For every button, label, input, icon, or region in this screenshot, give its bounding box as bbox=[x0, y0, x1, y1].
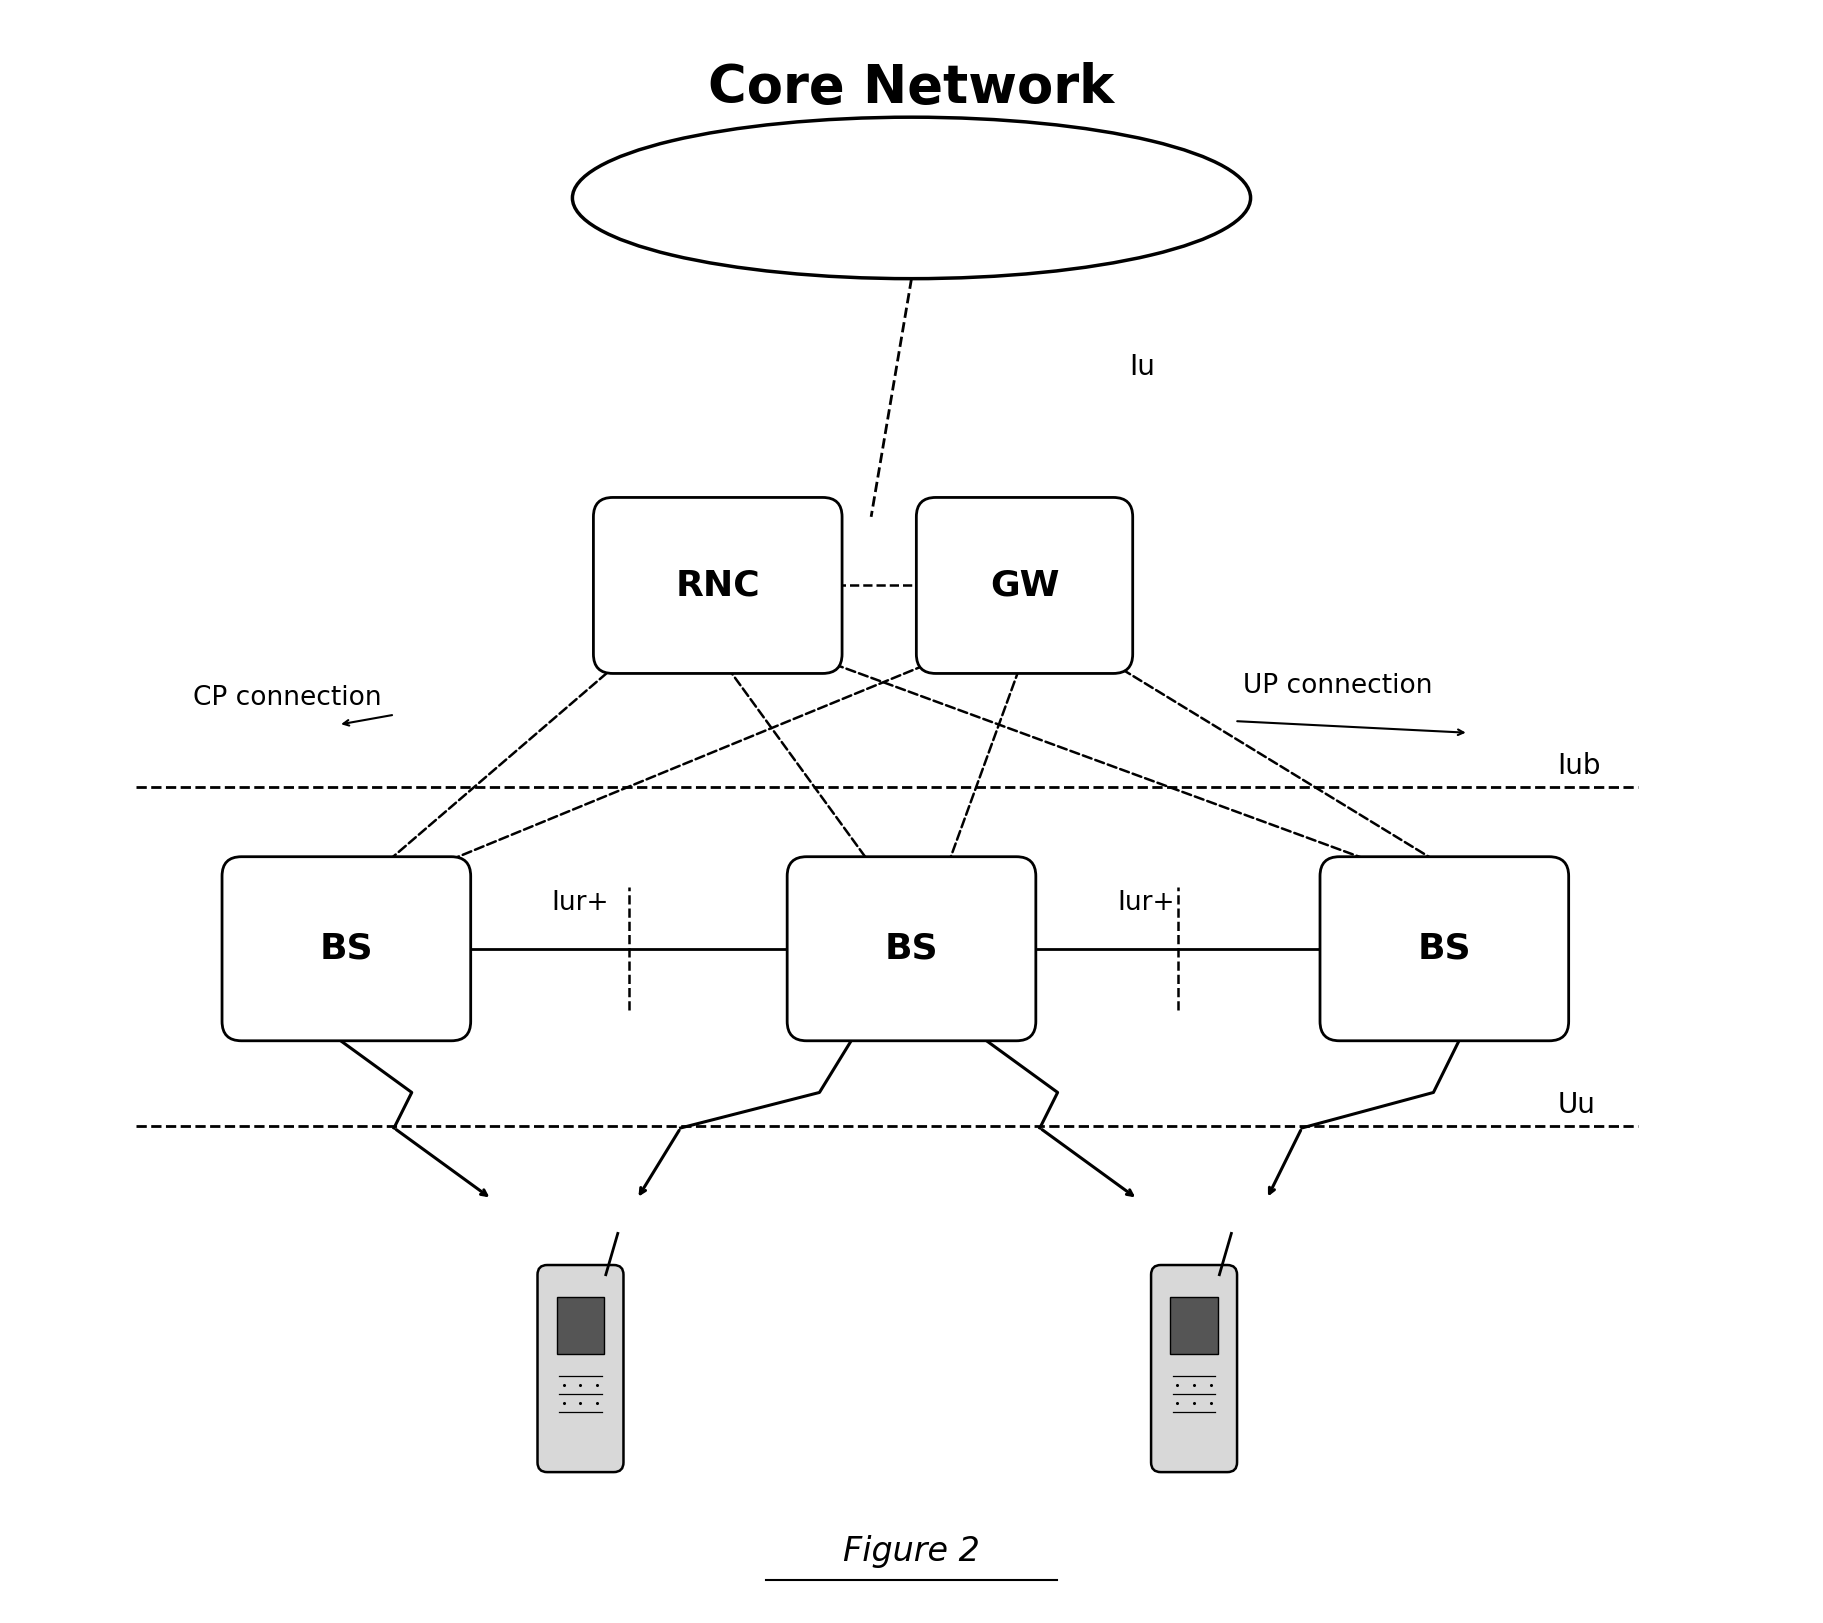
Text: Iu: Iu bbox=[1130, 354, 1156, 381]
Text: Core Network: Core Network bbox=[709, 62, 1114, 114]
Text: Figure 2: Figure 2 bbox=[842, 1534, 981, 1568]
Text: Iur+: Iur+ bbox=[1117, 891, 1174, 917]
Text: GW: GW bbox=[990, 568, 1059, 602]
Text: UP connection: UP connection bbox=[1243, 672, 1433, 698]
Bar bbox=[1170, 1297, 1218, 1354]
FancyBboxPatch shape bbox=[917, 497, 1132, 674]
FancyBboxPatch shape bbox=[222, 857, 470, 1040]
Text: Uu: Uu bbox=[1557, 1091, 1595, 1120]
Text: CP connection: CP connection bbox=[193, 685, 381, 711]
Text: BS: BS bbox=[1418, 932, 1471, 966]
Text: Iur+: Iur+ bbox=[552, 891, 609, 917]
FancyBboxPatch shape bbox=[1320, 857, 1568, 1040]
FancyBboxPatch shape bbox=[538, 1264, 623, 1472]
FancyBboxPatch shape bbox=[1150, 1264, 1238, 1472]
FancyBboxPatch shape bbox=[788, 857, 1035, 1040]
Ellipse shape bbox=[572, 117, 1251, 279]
Text: Iub: Iub bbox=[1557, 753, 1601, 781]
Text: BS: BS bbox=[884, 932, 939, 966]
Text: RNC: RNC bbox=[676, 568, 760, 602]
FancyBboxPatch shape bbox=[594, 497, 842, 674]
Text: BS: BS bbox=[319, 932, 374, 966]
Bar bbox=[556, 1297, 605, 1354]
